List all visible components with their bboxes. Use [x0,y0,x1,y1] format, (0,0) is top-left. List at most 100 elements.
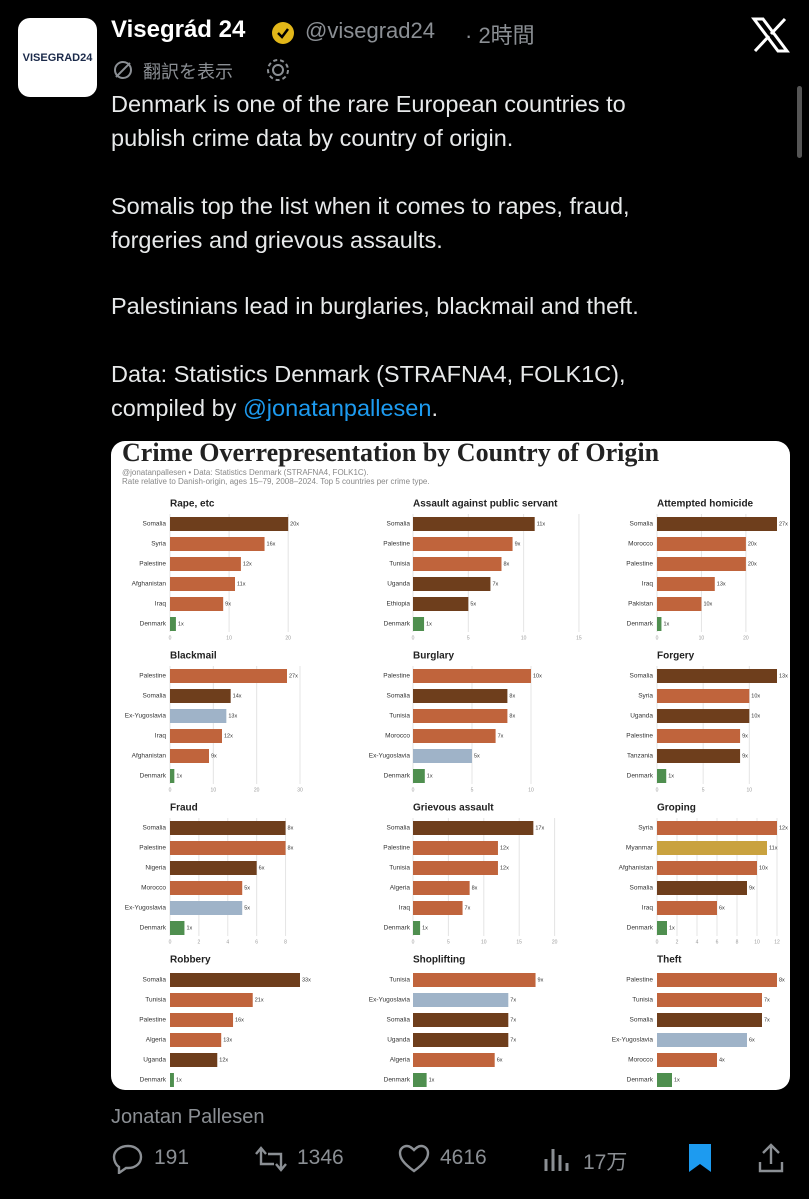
bookmark-icon[interactable] [686,1142,714,1174]
bar [413,1013,509,1027]
y-tick-label: Iraq [642,905,654,912]
value-label: 11x [769,845,778,851]
x-tick-label: 0 [656,939,659,945]
bar [657,769,667,783]
value-label: 9x [211,753,217,759]
x-tick-label: 4 [696,939,699,945]
views-icon[interactable] [542,1145,572,1173]
value-label: 16x [267,541,276,547]
avatar[interactable]: VISEGRAD24 [18,18,97,97]
value-label: 13x [223,1037,232,1043]
value-label: 14x [233,693,242,699]
scrollbar[interactable] [797,86,802,158]
y-tick-label: Palestine [383,541,410,548]
repost-count[interactable]: 1346 [297,1146,344,1169]
views-count[interactable]: 17万 [583,1151,628,1174]
bar [413,1053,495,1067]
bar [413,1073,427,1087]
chart-image[interactable]: Crime Overrepresentation by Country of O… [111,441,790,1090]
value-label: 5x [474,753,480,759]
display-name[interactable]: Visegrád 24 [111,16,246,43]
value-label: 9x [538,977,544,983]
y-tick-label: Morocco [385,733,410,740]
x-tick-label: 10 [226,635,232,641]
value-label: 13x [228,713,237,719]
settings-icon[interactable] [264,56,292,84]
x-tick-label: 0 [169,939,172,945]
x-tick-label: 6 [255,939,258,945]
like-count[interactable]: 4616 [440,1146,487,1169]
y-tick-label: Denmark [627,773,654,780]
value-label: 8x [509,693,515,699]
translate-link[interactable]: 翻訳を表示 [143,62,233,82]
timestamp[interactable]: · 2時間 [465,23,535,48]
value-label: 1x [668,773,674,779]
tweet-text: Palestinians lead in burglaries, blackma… [111,293,639,319]
value-label: 9x [742,733,748,739]
value-label: 6x [749,1037,755,1043]
y-tick-label: Ex-Yugoslavia [125,713,167,720]
value-label: 10x [533,673,542,679]
value-label: 7x [764,997,770,1003]
bar [413,617,425,631]
mention-link[interactable]: @jonatanpallesen [242,395,432,421]
y-tick-label: Iraq [155,733,167,740]
bar [170,557,241,571]
panel-title: Attempted homicide [657,499,754,510]
y-tick-label: Somalia [387,825,411,832]
bar [657,1033,747,1047]
y-tick-label: Somalia [143,521,167,528]
bar [657,1013,762,1027]
translate-icon [114,61,132,79]
x-logo[interactable] [750,17,790,53]
bar [657,669,777,683]
bar [170,689,231,703]
y-tick-label: Palestine [139,561,166,568]
value-label: 10x [759,865,768,871]
tweet-text: publish crime data by country of origin. [111,125,514,151]
y-tick-label: Tunisia [389,865,410,872]
tweet-text: Data: Statistics Denmark (STRAFNA4, FOLK… [111,361,626,387]
bar [413,709,508,723]
y-tick-label: Somalia [387,1017,411,1024]
bar [657,821,777,835]
y-tick-label: Somalia [387,521,411,528]
bar [657,577,715,591]
value-label: 20x [748,541,757,547]
bar [413,689,508,703]
x-tick-label: 0 [412,939,415,945]
repost-icon[interactable] [252,1144,290,1174]
verified-badge [272,22,294,44]
x-tick-label: 20 [552,939,558,945]
handle[interactable]: @visegrad24 [305,18,435,43]
value-label: 20x [290,521,299,527]
reply-icon[interactable] [112,1142,146,1174]
bar [413,517,535,531]
y-tick-label: Somalia [143,977,167,984]
reply-count[interactable]: 191 [154,1146,190,1169]
y-tick-label: Denmark [384,621,411,628]
value-label: 12x [224,733,233,739]
y-tick-label: Palestine [139,673,166,680]
bar [657,537,746,551]
value-label: 8x [779,977,785,983]
x-tick-label: 5 [467,635,470,641]
bar [413,729,496,743]
y-tick-label: Iraq [155,601,167,608]
y-tick-label: Algeria [390,1057,411,1064]
value-label: 21x [255,997,264,1003]
x-tick-label: 15 [516,939,522,945]
value-label: 1x [186,925,192,931]
x-tick-label: 10 [699,635,705,641]
like-icon[interactable] [397,1143,431,1175]
value-label: 12x [243,561,252,567]
value-label: 6x [259,865,265,871]
y-tick-label: Ex-Yugoslavia [125,905,167,912]
value-label: 12x [500,845,509,851]
share-icon[interactable] [756,1142,786,1174]
value-label: 1x [178,621,184,627]
bar [413,769,425,783]
y-tick-label: Denmark [384,773,411,780]
value-label: 1x [422,925,428,931]
